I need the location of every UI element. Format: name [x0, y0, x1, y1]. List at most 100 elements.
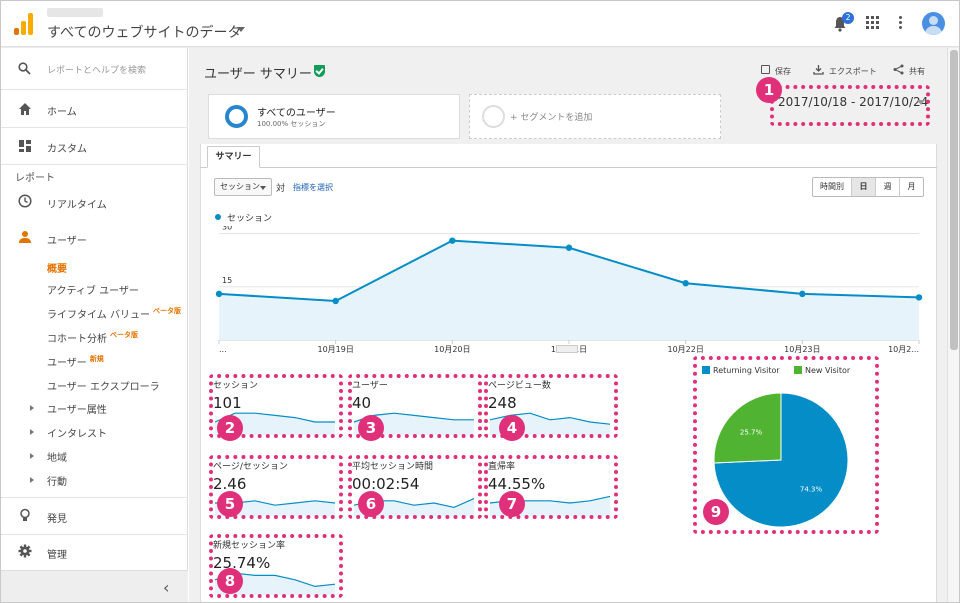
export-button[interactable]: エクスポート [829, 67, 877, 76]
chevron-left-icon: ‹ [163, 578, 170, 597]
data-point[interactable] [449, 237, 456, 244]
verified-shield-icon [314, 65, 325, 77]
sidebar-item-label: 発見 [47, 514, 67, 525]
expand-arrow-icon[interactable] [30, 405, 34, 411]
metric-label: セッション [213, 381, 259, 391]
period-day-button[interactable]: 日 [851, 178, 875, 196]
sidebar-item-label: ホーム [47, 107, 77, 118]
callout-number-2: 2 [217, 415, 243, 441]
metric-label: 平均セッション時間 [352, 462, 434, 472]
metric-label: ページビュー数 [488, 381, 551, 391]
share-button[interactable]: 共有 [909, 67, 925, 76]
sidebar-subitem-interests[interactable]: インタレスト [47, 429, 107, 440]
legend-swatch [794, 366, 802, 374]
home-icon [19, 103, 31, 115]
add-segment-button[interactable]: + セグメントを追加 [469, 94, 721, 139]
data-point[interactable] [332, 297, 339, 305]
sidebar-item-admin[interactable]: 管理 [1, 534, 188, 570]
expand-arrow-icon[interactable] [30, 429, 34, 435]
data-point[interactable] [915, 294, 923, 301]
sidebar-item-discover[interactable]: 発見 [1, 498, 188, 534]
sparkline-area [215, 413, 335, 435]
vs-label: 対 [276, 184, 286, 194]
chevron-down-icon[interactable] [917, 100, 925, 105]
property-selector[interactable]: すべてのウェブサイトのデータ [47, 25, 242, 41]
analytics-logo-icon[interactable] [14, 13, 34, 35]
search-bar[interactable]: レポートとヘルプを検索 [1, 48, 188, 90]
sidebar-item-label: リアルタイム [47, 200, 107, 211]
collapse-sidebar-button[interactable]: ‹ [1, 570, 188, 602]
data-point[interactable] [799, 290, 806, 298]
sidebar-subitem-geo[interactable]: 地域 [47, 453, 67, 464]
top-bar: すべてのウェブサイトのデータ 2 [1, 1, 959, 47]
divider [1, 497, 188, 498]
tab-strip [200, 167, 937, 168]
data-point[interactable] [215, 290, 223, 298]
sidebar: レポートとヘルプを検索 ホーム カスタム レポート リアルタイム [1, 48, 188, 602]
sidebar-subitem-new-users[interactable]: ユーザー 新規 [47, 354, 104, 369]
callout-box-4 [484, 374, 618, 438]
segment-percent: 100.00% セッション [257, 120, 326, 128]
callout-number-9: 9 [703, 499, 729, 525]
sessions-line-chart[interactable]: 3015...10月19日10月20日10月21日10月22日10月23日10月… [213, 226, 925, 356]
share-icon [893, 64, 904, 75]
more-vert-icon[interactable] [899, 16, 903, 30]
divider [1, 127, 188, 128]
callout-box-2 [209, 374, 343, 438]
sidebar-subitem-user-attributes[interactable]: ユーザー属性 [47, 405, 107, 416]
callout-box-1 [770, 85, 930, 126]
sidebar-item-custom[interactable]: カスタム [1, 128, 188, 164]
tab-summary[interactable]: サマリー [207, 146, 260, 168]
pie-slice[interactable] [713, 392, 849, 528]
metric-value: 00:02:54 [352, 475, 420, 493]
metric-select[interactable]: セッション [214, 178, 272, 196]
expand-arrow-icon[interactable] [30, 453, 34, 459]
sidebar-subitem-behavior[interactable]: 行動 [47, 477, 67, 488]
expand-arrow-icon[interactable] [30, 477, 34, 483]
segment-ring-icon [225, 105, 248, 128]
sidebar-item-label: カスタム [47, 144, 87, 155]
series-area [219, 240, 919, 340]
chart-expand-handle[interactable] [556, 345, 578, 353]
scrollbar-thumb[interactable] [950, 50, 958, 350]
legend-label: Returning Visitor [713, 366, 780, 375]
period-week-button[interactable]: 週 [875, 178, 899, 196]
sidebar-subitem-overview[interactable]: 概要 [47, 264, 67, 275]
sidebar-subitem-user-explorer[interactable]: ユーザー エクスプローラ [47, 382, 160, 393]
period-month-button[interactable]: 月 [899, 178, 923, 196]
avatar[interactable] [922, 12, 945, 35]
sparkline-line [214, 412, 335, 423]
add-segment-label: + セグメントを追加 [510, 113, 593, 123]
dashboard-icon [19, 140, 31, 152]
sidebar-item-label: コホート分析 [47, 334, 107, 345]
visitor-pie-chart[interactable]: 74.3% 25.7% [701, 380, 861, 540]
save-button[interactable]: 保存 [775, 67, 791, 76]
sidebar-subitem-cohort[interactable]: コホート分析 ベータ版 [47, 330, 138, 345]
sidebar-item-realtime[interactable]: リアルタイム [1, 184, 188, 220]
period-hourly-button[interactable]: 時間別 [820, 182, 844, 191]
sidebar-item-home[interactable]: ホーム [1, 91, 188, 127]
divider [1, 164, 188, 165]
vertical-scrollbar[interactable] [947, 48, 959, 602]
data-point[interactable] [565, 244, 573, 251]
segment-all-users[interactable]: すべてのユーザー 100.00% セッション [208, 94, 460, 139]
reports-heading: レポート [15, 173, 55, 184]
sidebar-subitem-lifetime-value[interactable]: ライフタイム バリュー ベータ版 [47, 306, 181, 321]
main-content: ユーザー サマリー 保存 エクスポート 共有 すべてのユーザー 100.00% … [189, 48, 947, 602]
metric-value: 40 [352, 394, 372, 412]
search-input[interactable]: レポートとヘルプを検索 [47, 66, 147, 76]
data-point[interactable] [682, 280, 689, 287]
x-tick-label: 10月2... [888, 345, 919, 354]
metric-tile[interactable]: セッション 101 [211, 376, 341, 436]
date-range-picker[interactable]: 2017/10/18 - 2017/10/24 [778, 95, 929, 109]
sparkline-area [215, 500, 335, 516]
sidebar-item-label: 管理 [47, 550, 67, 561]
sidebar-item-users[interactable]: ユーザー [1, 220, 188, 256]
chevron-down-icon[interactable] [237, 27, 245, 32]
new-badge: 新規 [89, 355, 104, 363]
apps-grid-icon[interactable] [866, 16, 879, 29]
pie-slice[interactable] [713, 392, 782, 464]
sidebar-subitem-active-users[interactable]: アクティブ ユーザー [47, 286, 139, 297]
legend-swatch [702, 366, 710, 374]
choose-metric-link[interactable]: 指標を選択 [293, 183, 333, 192]
